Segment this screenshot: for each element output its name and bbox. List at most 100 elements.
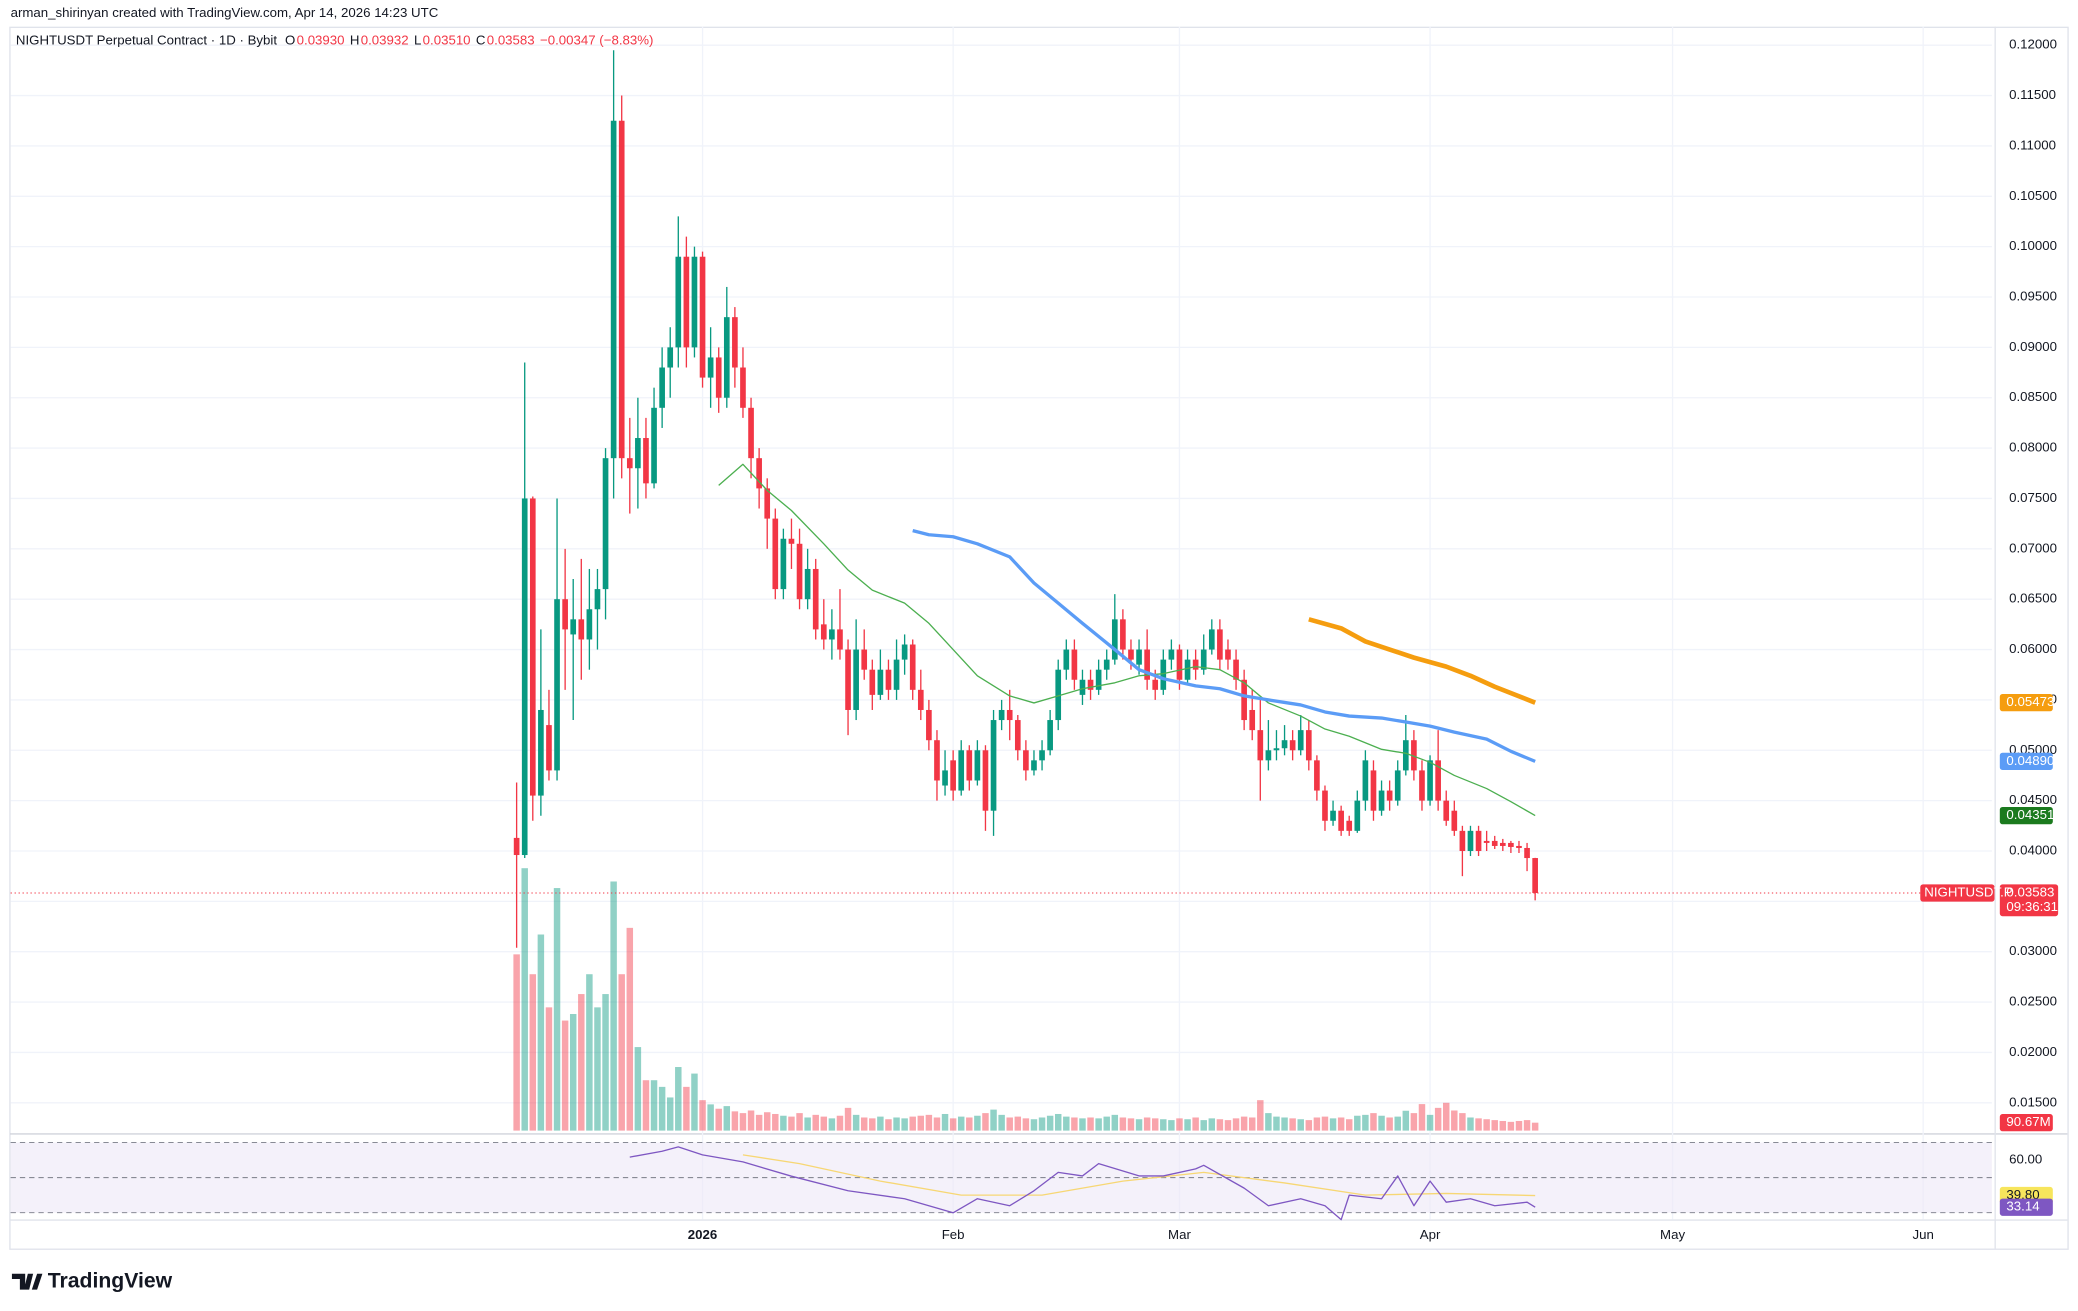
volume-bar: [1297, 1119, 1304, 1131]
candle-body: [732, 317, 738, 368]
volume-bar: [747, 1110, 755, 1131]
candle-body: [772, 518, 779, 590]
candle-body: [1095, 669, 1102, 690]
candle-body: [1014, 720, 1021, 751]
candle-body: [788, 538, 795, 544]
volume-bar: [1160, 1119, 1167, 1131]
candle-body: [748, 407, 754, 459]
volume-bar: [1273, 1116, 1280, 1131]
volume-bar: [949, 1118, 957, 1131]
candle-body: [974, 750, 981, 781]
candle-body: [934, 740, 940, 781]
volume-bar: [1030, 1119, 1038, 1131]
volume: [513, 868, 1539, 1131]
candle-body: [1499, 842, 1506, 846]
volume-bar: [553, 888, 561, 1131]
volume-bar: [594, 1007, 601, 1131]
x-tick-label: Apr: [1420, 1227, 1441, 1242]
candle-body: [594, 589, 601, 610]
y-tick-label: 0.11500: [2009, 87, 2056, 102]
y-tick-label: 0.06000: [2009, 641, 2057, 656]
candle-body: [1200, 649, 1207, 670]
volume-bar: [933, 1117, 941, 1131]
volume-bar: [1426, 1114, 1434, 1131]
volume-bar: [545, 1007, 553, 1131]
volume-bar: [1014, 1116, 1022, 1131]
candle-body: [780, 538, 787, 590]
price-tag: 33.14: [2006, 1199, 2039, 1214]
volume-bar: [1354, 1115, 1361, 1131]
volume-bar: [1079, 1118, 1086, 1131]
rsi-tick-label: 60.00: [2009, 1152, 2042, 1167]
volume-bar: [1337, 1117, 1345, 1131]
volume-bar: [731, 1111, 739, 1131]
volume-bar: [1289, 1118, 1296, 1131]
volume-bar: [885, 1119, 892, 1131]
volume-bar: [957, 1116, 965, 1131]
volume-bar: [658, 1086, 666, 1131]
candle-body: [635, 438, 641, 469]
x-tick-label: Jun: [1912, 1227, 1933, 1242]
candle-body: [998, 709, 1005, 721]
candle-body: [1427, 760, 1433, 801]
candle-body: [691, 256, 698, 348]
x-tick-label: Mar: [1168, 1227, 1191, 1242]
x-tick-label: May: [1660, 1227, 1685, 1242]
volume-bar: [1022, 1118, 1030, 1131]
candle-body: [1233, 659, 1239, 680]
candle-body: [861, 649, 868, 670]
volume-bar: [675, 1067, 682, 1131]
logo-icon: [11, 1273, 43, 1290]
candle-body: [715, 357, 722, 398]
candle-body: [1314, 760, 1320, 791]
volume-bar: [1046, 1115, 1054, 1131]
legend-change: −0.00347 (−8.83%): [540, 33, 653, 48]
candle-body: [1491, 840, 1498, 846]
price-tag-box: [1999, 1198, 2053, 1216]
price-tag-box: [1999, 807, 2053, 825]
volume-bar: [537, 934, 545, 1131]
candle-body: [626, 458, 633, 469]
candle-body: [1039, 750, 1045, 761]
y-tick-label: 0.10000: [2009, 238, 2057, 253]
candle-body: [877, 669, 884, 695]
candle-body: [950, 760, 956, 791]
volume-bar: [666, 1097, 674, 1131]
candle-body: [885, 669, 892, 690]
candle-body: [1023, 750, 1029, 771]
credit: arman_shirinyan created with TradingView…: [11, 5, 439, 20]
candle-body: [1402, 740, 1409, 771]
candle-body: [699, 256, 706, 378]
logo-text: TradingView: [48, 1269, 173, 1292]
volume-bar: [1095, 1118, 1102, 1131]
candle-body: [586, 609, 593, 640]
volume-bar: [1063, 1116, 1070, 1131]
volume-bar: [521, 868, 528, 1131]
volume-bar: [642, 1080, 650, 1131]
volume-bar: [1483, 1119, 1490, 1131]
volume-bar: [610, 881, 617, 1131]
countdown: 09:36:31: [2006, 899, 2058, 914]
volume-bar: [860, 1117, 868, 1131]
volume-bar: [1491, 1120, 1498, 1131]
candle-body: [602, 458, 609, 590]
candle-body: [893, 659, 900, 690]
volume-bar: [917, 1115, 925, 1131]
candle-body: [546, 725, 552, 771]
volume-bar: [1119, 1117, 1127, 1131]
volume-bar: [1208, 1118, 1216, 1131]
candle-body: [578, 619, 585, 640]
volume-bar: [1006, 1117, 1013, 1131]
candle-body: [1103, 659, 1110, 670]
candle-body: [1184, 659, 1191, 680]
candle-body: [804, 568, 811, 600]
volume-bar: [1434, 1107, 1442, 1131]
volume-bar: [788, 1116, 795, 1131]
volume-bar: [998, 1114, 1005, 1131]
volume-bar: [780, 1115, 787, 1131]
candle-body: [1079, 679, 1086, 695]
volume-bar: [1329, 1118, 1337, 1131]
candle-body: [513, 837, 520, 856]
